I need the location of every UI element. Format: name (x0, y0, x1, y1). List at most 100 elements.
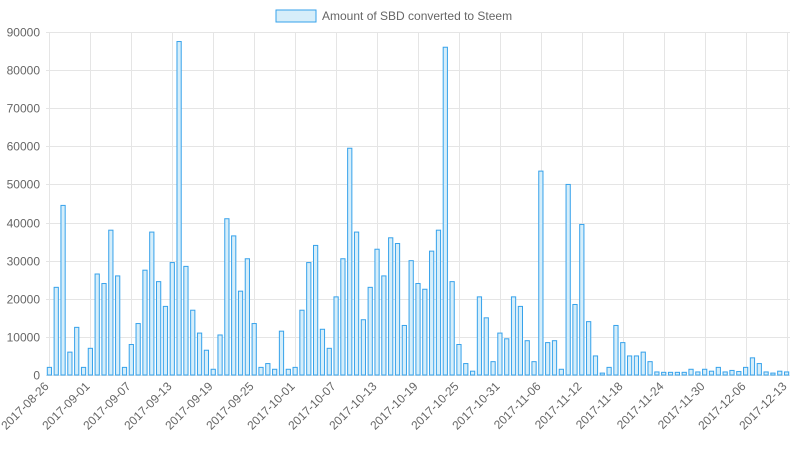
bar (558, 368, 564, 376)
bar (115, 275, 121, 376)
bar (292, 366, 298, 376)
y-tick-label: 40000 (7, 217, 41, 231)
bar (592, 355, 599, 376)
bar (442, 46, 448, 376)
bar (695, 371, 701, 376)
bar (190, 309, 196, 376)
bar (60, 204, 66, 376)
bar (667, 371, 674, 376)
bar (538, 170, 544, 376)
bar (367, 286, 373, 376)
bar (67, 351, 73, 376)
bar (497, 332, 503, 376)
bar (394, 243, 401, 376)
bar (87, 347, 93, 376)
bar (299, 309, 305, 376)
bar (708, 370, 715, 376)
y-tick-label: 10000 (7, 331, 41, 345)
bar (599, 372, 605, 376)
bar (360, 319, 367, 376)
bar (135, 323, 141, 376)
bar (551, 340, 558, 376)
bar (729, 369, 735, 376)
bar (258, 366, 264, 376)
y-tick-label: 80000 (7, 64, 41, 78)
bar (80, 366, 87, 376)
bar (531, 361, 537, 376)
bar (224, 218, 230, 376)
bar (347, 147, 353, 376)
bar (565, 183, 571, 376)
bar (743, 366, 749, 376)
bar (449, 281, 455, 376)
bar (422, 288, 428, 376)
legend-label: Amount of SBD converted to Steem (322, 9, 512, 23)
x-axis-tick-labels: 2017-08-262017-09-012017-09-072017-09-13… (0, 379, 790, 433)
bar (626, 355, 633, 376)
bar (490, 361, 496, 376)
bar (285, 368, 291, 376)
y-tick-label: 70000 (7, 102, 41, 116)
bar (770, 372, 776, 376)
bar (156, 281, 162, 376)
bar (401, 324, 407, 376)
y-tick-label: 0 (33, 369, 40, 383)
bar (510, 296, 517, 376)
bar (647, 361, 653, 376)
y-tick-label: 20000 (7, 293, 41, 307)
bar (374, 248, 380, 376)
bar (388, 237, 394, 376)
bar (272, 368, 278, 376)
bar (415, 283, 421, 376)
bar (476, 296, 483, 376)
bar (681, 371, 687, 376)
legend-swatch (275, 9, 317, 23)
bar (244, 258, 250, 376)
bar (777, 370, 783, 376)
bar (196, 332, 203, 376)
bar (162, 305, 169, 376)
bar (756, 363, 762, 376)
bar (504, 338, 510, 376)
y-axis-tick-labels: 0 10000 20000 30000 40000 50000 60000 70000 8000… (7, 26, 41, 383)
legend[interactable]: Amount of SBD converted to Steem (275, 9, 512, 23)
y-tick-label: 30000 (7, 255, 41, 269)
bar (306, 262, 312, 376)
bar (121, 366, 128, 376)
bar (545, 342, 551, 376)
bar (46, 366, 53, 376)
bar (613, 324, 619, 376)
bar (108, 229, 114, 376)
bar (94, 273, 100, 376)
bar (586, 321, 592, 376)
bar (340, 258, 346, 376)
bar (572, 303, 578, 376)
bar (722, 371, 728, 376)
bar (101, 283, 107, 376)
bar (463, 363, 469, 376)
bar (483, 317, 489, 376)
bar (237, 290, 244, 376)
bar (633, 355, 640, 376)
bar (435, 229, 442, 376)
bar (469, 370, 476, 376)
bar (74, 326, 80, 376)
bar (749, 357, 756, 376)
bar (333, 296, 339, 376)
bar (381, 275, 387, 376)
bar (53, 286, 59, 376)
bar (579, 223, 585, 376)
bar (217, 334, 223, 376)
bar (715, 366, 721, 376)
y-tick-label: 60000 (7, 140, 41, 154)
bar (517, 305, 524, 376)
bar (640, 351, 646, 376)
bar (278, 330, 285, 376)
bar (456, 344, 462, 376)
bar (169, 262, 175, 376)
bar (319, 328, 326, 376)
bar (524, 340, 530, 376)
y-tick-label: 90000 (7, 26, 41, 40)
bar (674, 371, 680, 376)
